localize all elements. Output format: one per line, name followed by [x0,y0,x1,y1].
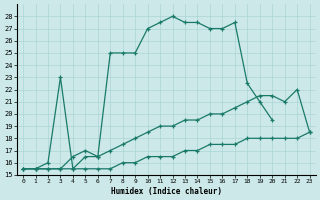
X-axis label: Humidex (Indice chaleur): Humidex (Indice chaleur) [111,187,222,196]
